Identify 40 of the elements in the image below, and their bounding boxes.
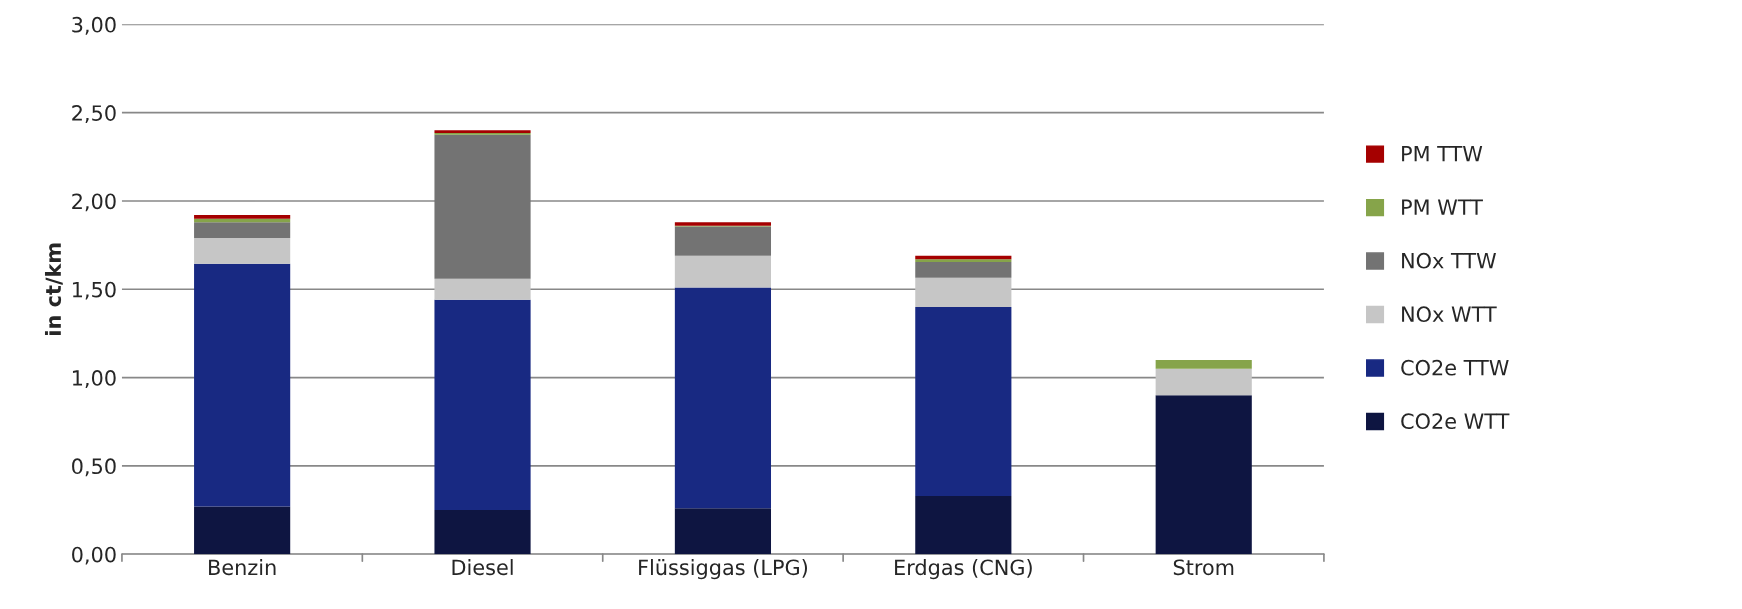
x-tick-label: Strom (1173, 559, 1234, 576)
legend-label: NOx WTT (1402, 306, 1497, 323)
bar (674, 226, 772, 256)
bar (915, 277, 1012, 307)
legend-label: PM WTT (1402, 199, 1483, 215)
bar (674, 287, 772, 509)
legend-label: CO2e TTW (1401, 359, 1509, 376)
bar (915, 259, 1012, 262)
bar (1155, 359, 1252, 369)
bar (194, 263, 291, 507)
y-tick-label: 3,00 (72, 16, 116, 35)
bar (674, 255, 772, 288)
bar (1155, 368, 1252, 396)
y-tick-label: 2,00 (72, 193, 116, 212)
legend-label: PM TTW (1402, 146, 1483, 162)
bar (194, 238, 291, 264)
y-axis-title: in ct/km (44, 243, 63, 335)
legend-label: NOx TTW (1402, 252, 1496, 269)
bar (915, 495, 1012, 555)
bar (434, 510, 531, 555)
bar (674, 508, 772, 555)
x-tick-label: Diesel (452, 559, 513, 576)
y-tick-label: 2,50 (72, 105, 116, 123)
y-tick-label: 0,50 (72, 458, 116, 477)
bar (915, 306, 1012, 496)
legend-label: CO2e WTT (1401, 413, 1510, 430)
x-tick-label: Flüssiggas (LPG) (639, 559, 808, 580)
y-tick-label: 0,00 (72, 546, 116, 565)
x-tick-label: Benzin (209, 559, 276, 576)
y-tick-label: 1,50 (72, 281, 116, 300)
x-tick-label: Erdgas (CNG) (895, 559, 1032, 580)
y-tick-label: 1,00 (72, 370, 116, 388)
bar (194, 222, 291, 239)
bar (434, 299, 531, 511)
bar (915, 261, 1012, 278)
bar (434, 278, 531, 300)
bar (434, 134, 531, 279)
bar (194, 215, 291, 219)
bar (1155, 395, 1252, 555)
bar (194, 506, 291, 555)
